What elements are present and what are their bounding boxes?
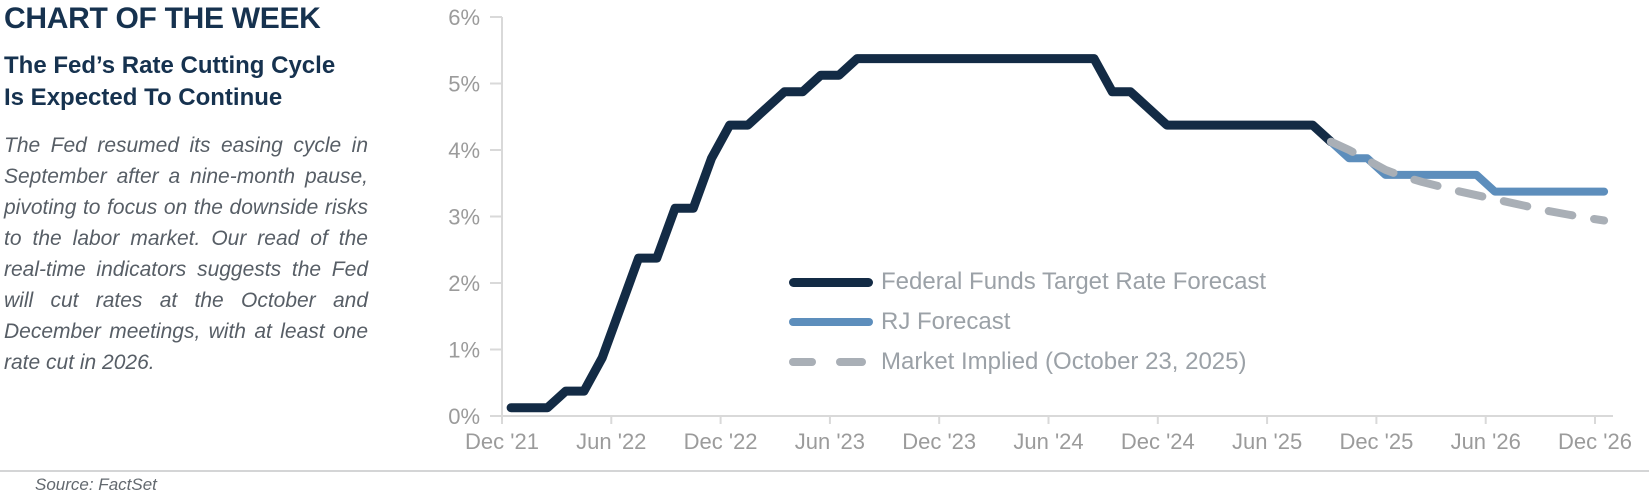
y-axis-label: 6% bbox=[448, 5, 480, 30]
chart-headline: The Fed’s Rate Cutting Cycle Is Expected… bbox=[4, 52, 336, 111]
market-implied-line bbox=[1326, 137, 1609, 225]
market-implied-dash-swatch-icon bbox=[789, 358, 816, 366]
fed-funds-target-rate-line bbox=[506, 54, 1336, 413]
source-note: Source: FactSet bbox=[35, 475, 157, 494]
page-title: CHART OF THE WEEK bbox=[4, 2, 321, 35]
x-axis-label: Dec '22 bbox=[684, 429, 758, 454]
market-implied-dash-swatch-icon bbox=[836, 358, 866, 366]
legend-label-market-implied: Market Implied (October 23, 2025) bbox=[881, 348, 1247, 375]
y-axis-label: 5% bbox=[448, 72, 480, 97]
rj-forecast-line-swatch-icon bbox=[789, 318, 873, 326]
fed-funds-rate-chart: 0% 1% 2% 3% 4% 5% 6% Dec '21 Jun '22 Dec '22 Jun '… bbox=[448, 5, 1632, 454]
x-axis-label: Dec '23 bbox=[902, 429, 976, 454]
x-axis-label: Jun '25 bbox=[1232, 429, 1302, 454]
y-axis-label: 2% bbox=[448, 271, 480, 296]
x-axis-label: Jun '22 bbox=[576, 429, 646, 454]
legend-item-fed-funds: Federal Funds Target Rate Forecast bbox=[789, 262, 1266, 302]
chart-legend: Federal Funds Target Rate Forecast RJ Fo… bbox=[789, 262, 1266, 382]
text-panel: CHART OF THE WEEK The Fed’s Rate Cutting… bbox=[4, 0, 376, 378]
y-axis-label: 1% bbox=[448, 338, 480, 363]
x-axis-label: Jun '24 bbox=[1013, 429, 1083, 454]
footer-divider bbox=[0, 470, 1649, 472]
y-axis-label: 3% bbox=[448, 205, 480, 230]
y-axis-label: 0% bbox=[448, 404, 480, 429]
y-axis-label: 4% bbox=[448, 138, 480, 163]
chart-commentary: The Fed resumed its easing cycle in Sept… bbox=[4, 134, 368, 374]
legend-label-rj-forecast: RJ Forecast bbox=[881, 308, 1011, 335]
x-axis-label: Dec '24 bbox=[1121, 429, 1195, 454]
x-axis-label: Dec '21 bbox=[465, 429, 539, 454]
legend-item-market-implied: Market Implied (October 23, 2025) bbox=[789, 342, 1266, 382]
x-axis-label: Dec '25 bbox=[1339, 429, 1413, 454]
x-axis-label: Jun '23 bbox=[795, 429, 865, 454]
legend-item-rj-forecast: RJ Forecast bbox=[789, 302, 1266, 342]
fed-funds-line-swatch-icon bbox=[789, 277, 873, 287]
x-axis-label: Jun '26 bbox=[1451, 429, 1521, 454]
legend-label-fed-funds: Federal Funds Target Rate Forecast bbox=[881, 268, 1267, 295]
x-axis-label: Dec '26 bbox=[1558, 429, 1632, 454]
